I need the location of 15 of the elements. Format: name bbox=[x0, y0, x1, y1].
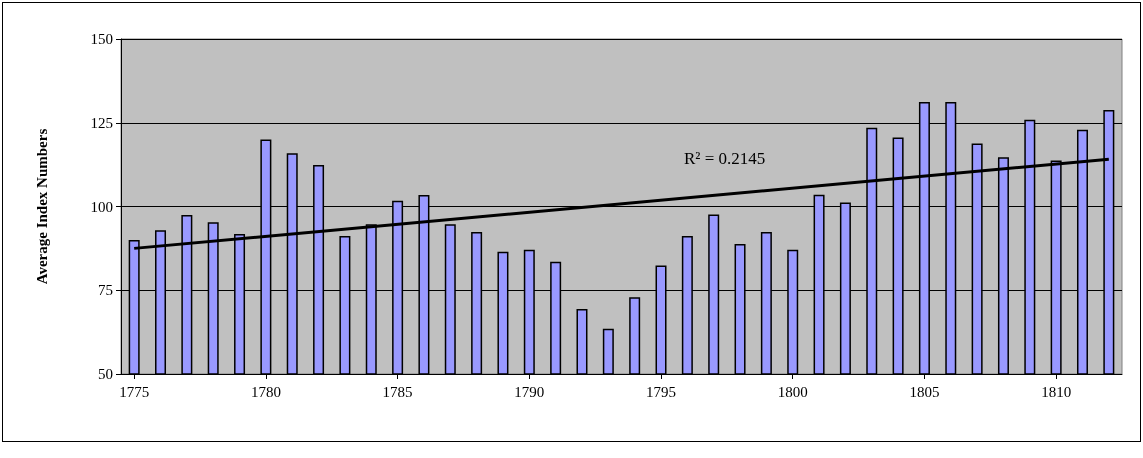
x-tick-label: 1775 bbox=[119, 383, 150, 400]
y-axis-title: Average Index Numbers bbox=[33, 128, 50, 285]
y-tick-label: 100 bbox=[90, 198, 113, 215]
y-tick-label: 50 bbox=[98, 366, 113, 382]
x-tick-label: 1800 bbox=[777, 383, 808, 400]
x-tick-label: 1795 bbox=[646, 383, 677, 400]
y-tick-label: 125 bbox=[90, 114, 113, 131]
x-tick-label: 1785 bbox=[382, 383, 413, 400]
x-tick-label: 1810 bbox=[1041, 383, 1072, 400]
annotation: R² = 0.2145 bbox=[684, 149, 766, 168]
y-tick-label: 75 bbox=[98, 282, 113, 299]
y-tick-label: 150 bbox=[90, 31, 113, 47]
x-tick-label: 1790 bbox=[514, 383, 545, 400]
x-tick-label: 1780 bbox=[250, 383, 281, 400]
x-tick-label: 1805 bbox=[909, 383, 940, 400]
